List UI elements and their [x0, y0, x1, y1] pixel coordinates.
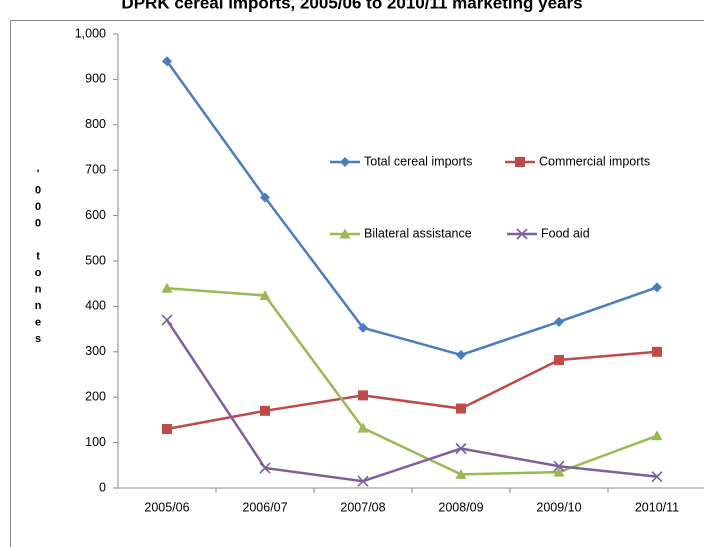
legend-marker	[515, 157, 525, 167]
y-tick-label: 1,000	[75, 26, 106, 40]
x-tick-label: 2005/06	[144, 500, 189, 514]
series-line	[165, 60, 658, 357]
data-point	[161, 282, 173, 293]
y-tick-label: 700	[85, 162, 106, 176]
legend-marker	[339, 228, 351, 239]
y-tick-label: 900	[85, 72, 106, 86]
data-point	[553, 466, 565, 477]
y-tick-label: 100	[85, 435, 106, 449]
chart-title: DPRK cereal imports, 2005/06 to 2010/11 …	[121, 0, 582, 12]
data-point	[357, 475, 369, 487]
x-tick-label: 2008/09	[438, 500, 483, 514]
data-point	[651, 430, 663, 441]
data-point	[455, 442, 467, 455]
data-point	[357, 422, 369, 433]
x-tick-label: 2010/11	[635, 500, 679, 514]
data-point	[358, 390, 368, 401]
y-tick-label: 0	[99, 480, 106, 494]
data-point	[162, 423, 172, 434]
legend-marker	[340, 157, 350, 167]
data-point	[358, 322, 368, 333]
x-tick-label: 2007/08	[340, 500, 385, 514]
legend-label: Commercial imports	[539, 154, 650, 168]
y-tick-label: 300	[85, 344, 106, 358]
y-tick-label: 800	[85, 117, 106, 131]
legend-marker	[516, 228, 528, 240]
data-point	[259, 462, 271, 474]
data-point	[260, 192, 270, 203]
legend-label: Food aid	[541, 226, 590, 240]
chart-frame	[10, 20, 704, 547]
y-tick-label: 600	[85, 208, 106, 222]
data-point	[455, 468, 467, 479]
data-point	[554, 316, 564, 327]
x-tick-label: 2006/07	[242, 500, 287, 514]
series-line	[166, 350, 658, 431]
data-point	[652, 346, 662, 357]
data-point	[259, 290, 271, 301]
legend-label: Bilateral assistance	[364, 226, 472, 240]
data-point	[456, 349, 466, 360]
y-tick-label: 500	[85, 253, 106, 267]
data-point	[456, 403, 466, 414]
data-point	[652, 282, 662, 293]
data-point	[553, 460, 565, 472]
data-point	[260, 405, 270, 416]
legend-label: Total cereal imports	[364, 154, 472, 168]
data-point	[554, 354, 564, 365]
y-axis-label: '000 tonnes	[32, 168, 44, 350]
data-point	[162, 56, 172, 67]
x-tick-label: 2009/10	[536, 500, 581, 514]
y-tick-label: 400	[85, 299, 106, 313]
series-line	[166, 286, 658, 476]
data-point	[161, 314, 173, 326]
y-tick-label: 200	[85, 389, 106, 403]
series-line	[165, 319, 658, 483]
data-point	[651, 471, 663, 483]
